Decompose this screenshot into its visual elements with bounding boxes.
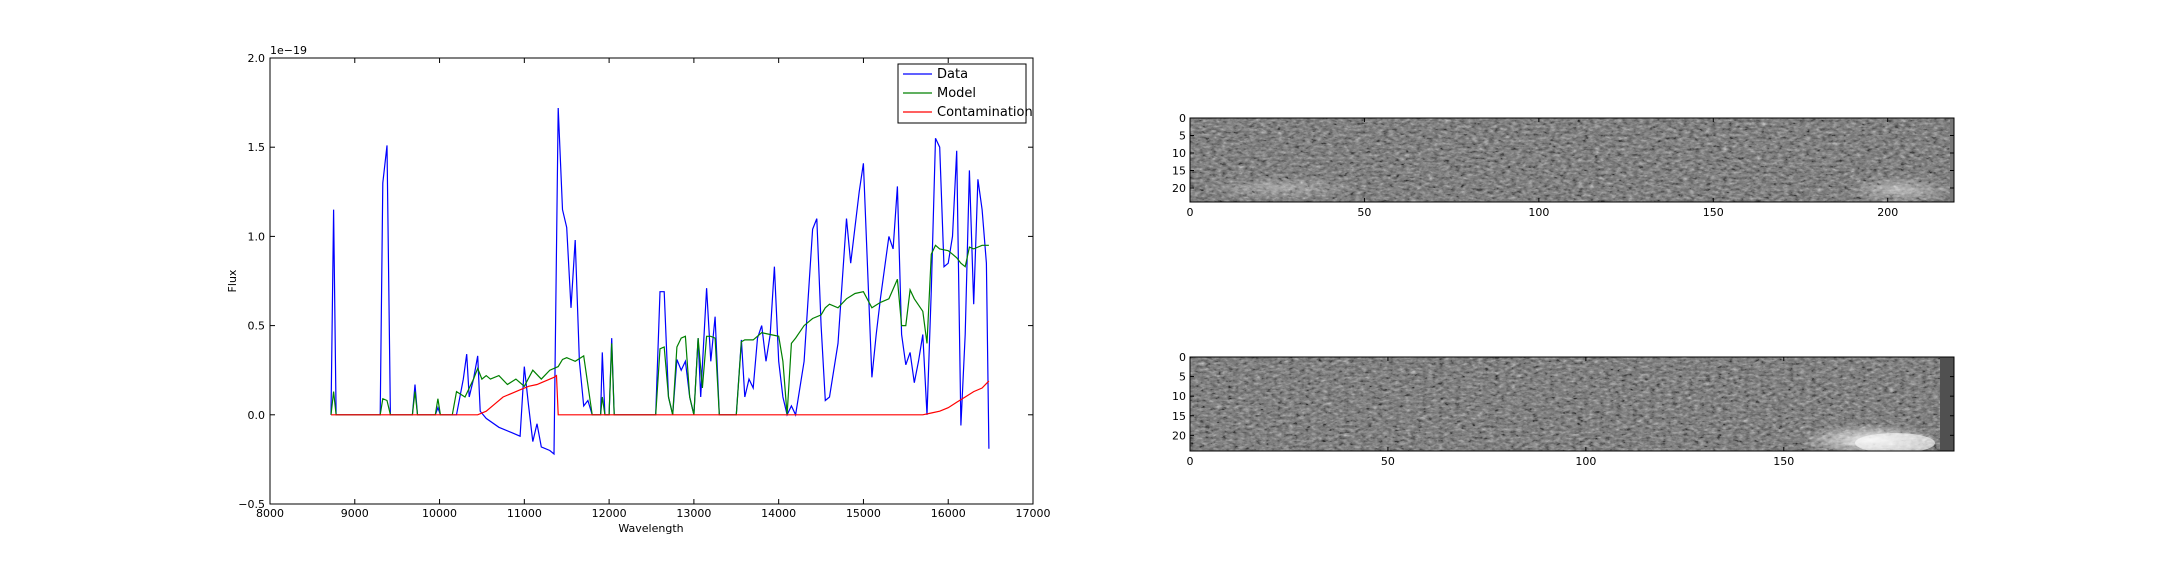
spectrum-2d-image-bottom: 0 50 100 150 0 5 10 15 20 bbox=[1172, 351, 1955, 468]
legend-label-model: Model bbox=[937, 86, 976, 101]
y-tick-label: 1.0 bbox=[248, 230, 266, 243]
x-axis-ticks: 0 50 100 150 bbox=[1187, 357, 1794, 468]
x-tick-label: 11000 bbox=[507, 507, 542, 520]
y-tick-label: 1.5 bbox=[248, 141, 266, 154]
series-line-data bbox=[330, 107, 990, 456]
x-axis-ticks: 8000 9000 10000 11000 12000 13000 14000 15000 16… bbox=[256, 58, 1051, 520]
x-tick-label: 10000 bbox=[422, 507, 457, 520]
x-tick-label: 200 bbox=[1877, 206, 1898, 219]
series-line-model bbox=[330, 244, 989, 416]
x-tick-label: 12000 bbox=[592, 507, 627, 520]
bright-region bbox=[1855, 433, 1935, 453]
y-tick-label: 0 bbox=[1179, 351, 1186, 364]
y-tick-label: 10 bbox=[1172, 147, 1186, 160]
series-line-contamination bbox=[331, 374, 990, 416]
y-axis-ticks: −0.5 0.0 0.5 1.0 1.5 2.0 bbox=[238, 52, 1033, 511]
y-tick-label: 5 bbox=[1179, 371, 1186, 384]
y-axis-ticks: 0 5 10 15 20 bbox=[1172, 112, 1954, 195]
x-tick-label: 15000 bbox=[846, 507, 881, 520]
x-tick-label: 14000 bbox=[761, 507, 796, 520]
y-tick-label: 15 bbox=[1172, 165, 1186, 178]
y-tick-label: 20 bbox=[1172, 182, 1186, 195]
spectrum-line-chart: 8000 9000 10000 11000 12000 13000 14000 15000 16… bbox=[226, 44, 1051, 535]
y-tick-label: −0.5 bbox=[238, 498, 265, 511]
y-axis-ticks: 0 5 10 15 20 bbox=[1172, 351, 1954, 442]
x-tick-label: 150 bbox=[1703, 206, 1724, 219]
x-tick-label: 17000 bbox=[1016, 507, 1051, 520]
y-tick-label: 2.0 bbox=[248, 52, 266, 65]
x-axis-ticks: 0 50 100 150 200 bbox=[1187, 118, 1898, 219]
y-tick-label: 0.5 bbox=[248, 320, 266, 333]
heatmap-frame bbox=[1189, 356, 1955, 452]
x-tick-label: 8000 bbox=[256, 507, 284, 520]
series-lines bbox=[330, 107, 990, 456]
y-tick-label: 0 bbox=[1179, 112, 1186, 125]
legend-label-contamination: Contamination bbox=[937, 105, 1033, 120]
x-tick-label: 0 bbox=[1187, 455, 1194, 468]
heatmap-frame bbox=[1189, 117, 1955, 203]
x-tick-label: 9000 bbox=[341, 507, 369, 520]
spectrum-2d-image-top: 0 50 100 150 200 0 5 10 15 20 bbox=[1172, 112, 1955, 219]
x-tick-label: 50 bbox=[1381, 455, 1395, 468]
x-axis-label: Wavelength bbox=[618, 522, 683, 535]
y-tick-label: 20 bbox=[1172, 429, 1186, 442]
plot-area bbox=[269, 57, 1034, 505]
x-tick-label: 100 bbox=[1575, 455, 1596, 468]
y-tick-label: 15 bbox=[1172, 410, 1186, 423]
heatmap-edge bbox=[1950, 118, 1954, 202]
bright-region bbox=[1845, 176, 1955, 204]
y-offset-label: 1e−19 bbox=[270, 44, 307, 57]
bright-region bbox=[1200, 176, 1360, 200]
legend: Data Model Contamination bbox=[897, 63, 1033, 124]
x-tick-label: 50 bbox=[1357, 206, 1371, 219]
y-tick-label: 0.0 bbox=[248, 409, 266, 422]
x-tick-label: 13000 bbox=[676, 507, 711, 520]
y-tick-label: 10 bbox=[1172, 390, 1186, 403]
x-tick-label: 100 bbox=[1528, 206, 1549, 219]
x-tick-label: 0 bbox=[1187, 206, 1194, 219]
y-axis-label: Flux bbox=[226, 269, 239, 292]
x-tick-label: 16000 bbox=[931, 507, 966, 520]
y-tick-label: 5 bbox=[1179, 130, 1186, 143]
legend-label-data: Data bbox=[937, 67, 968, 82]
heatmap-edge bbox=[1940, 357, 1954, 451]
x-tick-label: 150 bbox=[1773, 455, 1794, 468]
